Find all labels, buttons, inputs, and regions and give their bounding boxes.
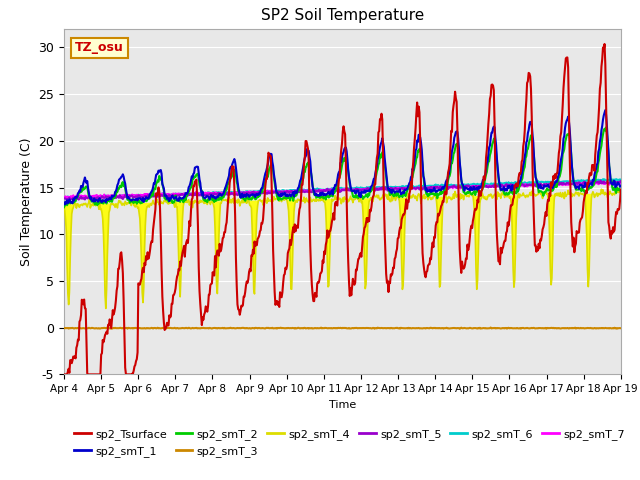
X-axis label: Time: Time (329, 400, 356, 409)
Text: TZ_osu: TZ_osu (75, 41, 124, 54)
Y-axis label: Soil Temperature (C): Soil Temperature (C) (20, 137, 33, 266)
Legend: sp2_Tsurface, sp2_smT_1, sp2_smT_2, sp2_smT_3, sp2_smT_4, sp2_smT_5, sp2_smT_6, : sp2_Tsurface, sp2_smT_1, sp2_smT_2, sp2_… (70, 425, 629, 461)
Title: SP2 Soil Temperature: SP2 Soil Temperature (260, 9, 424, 24)
